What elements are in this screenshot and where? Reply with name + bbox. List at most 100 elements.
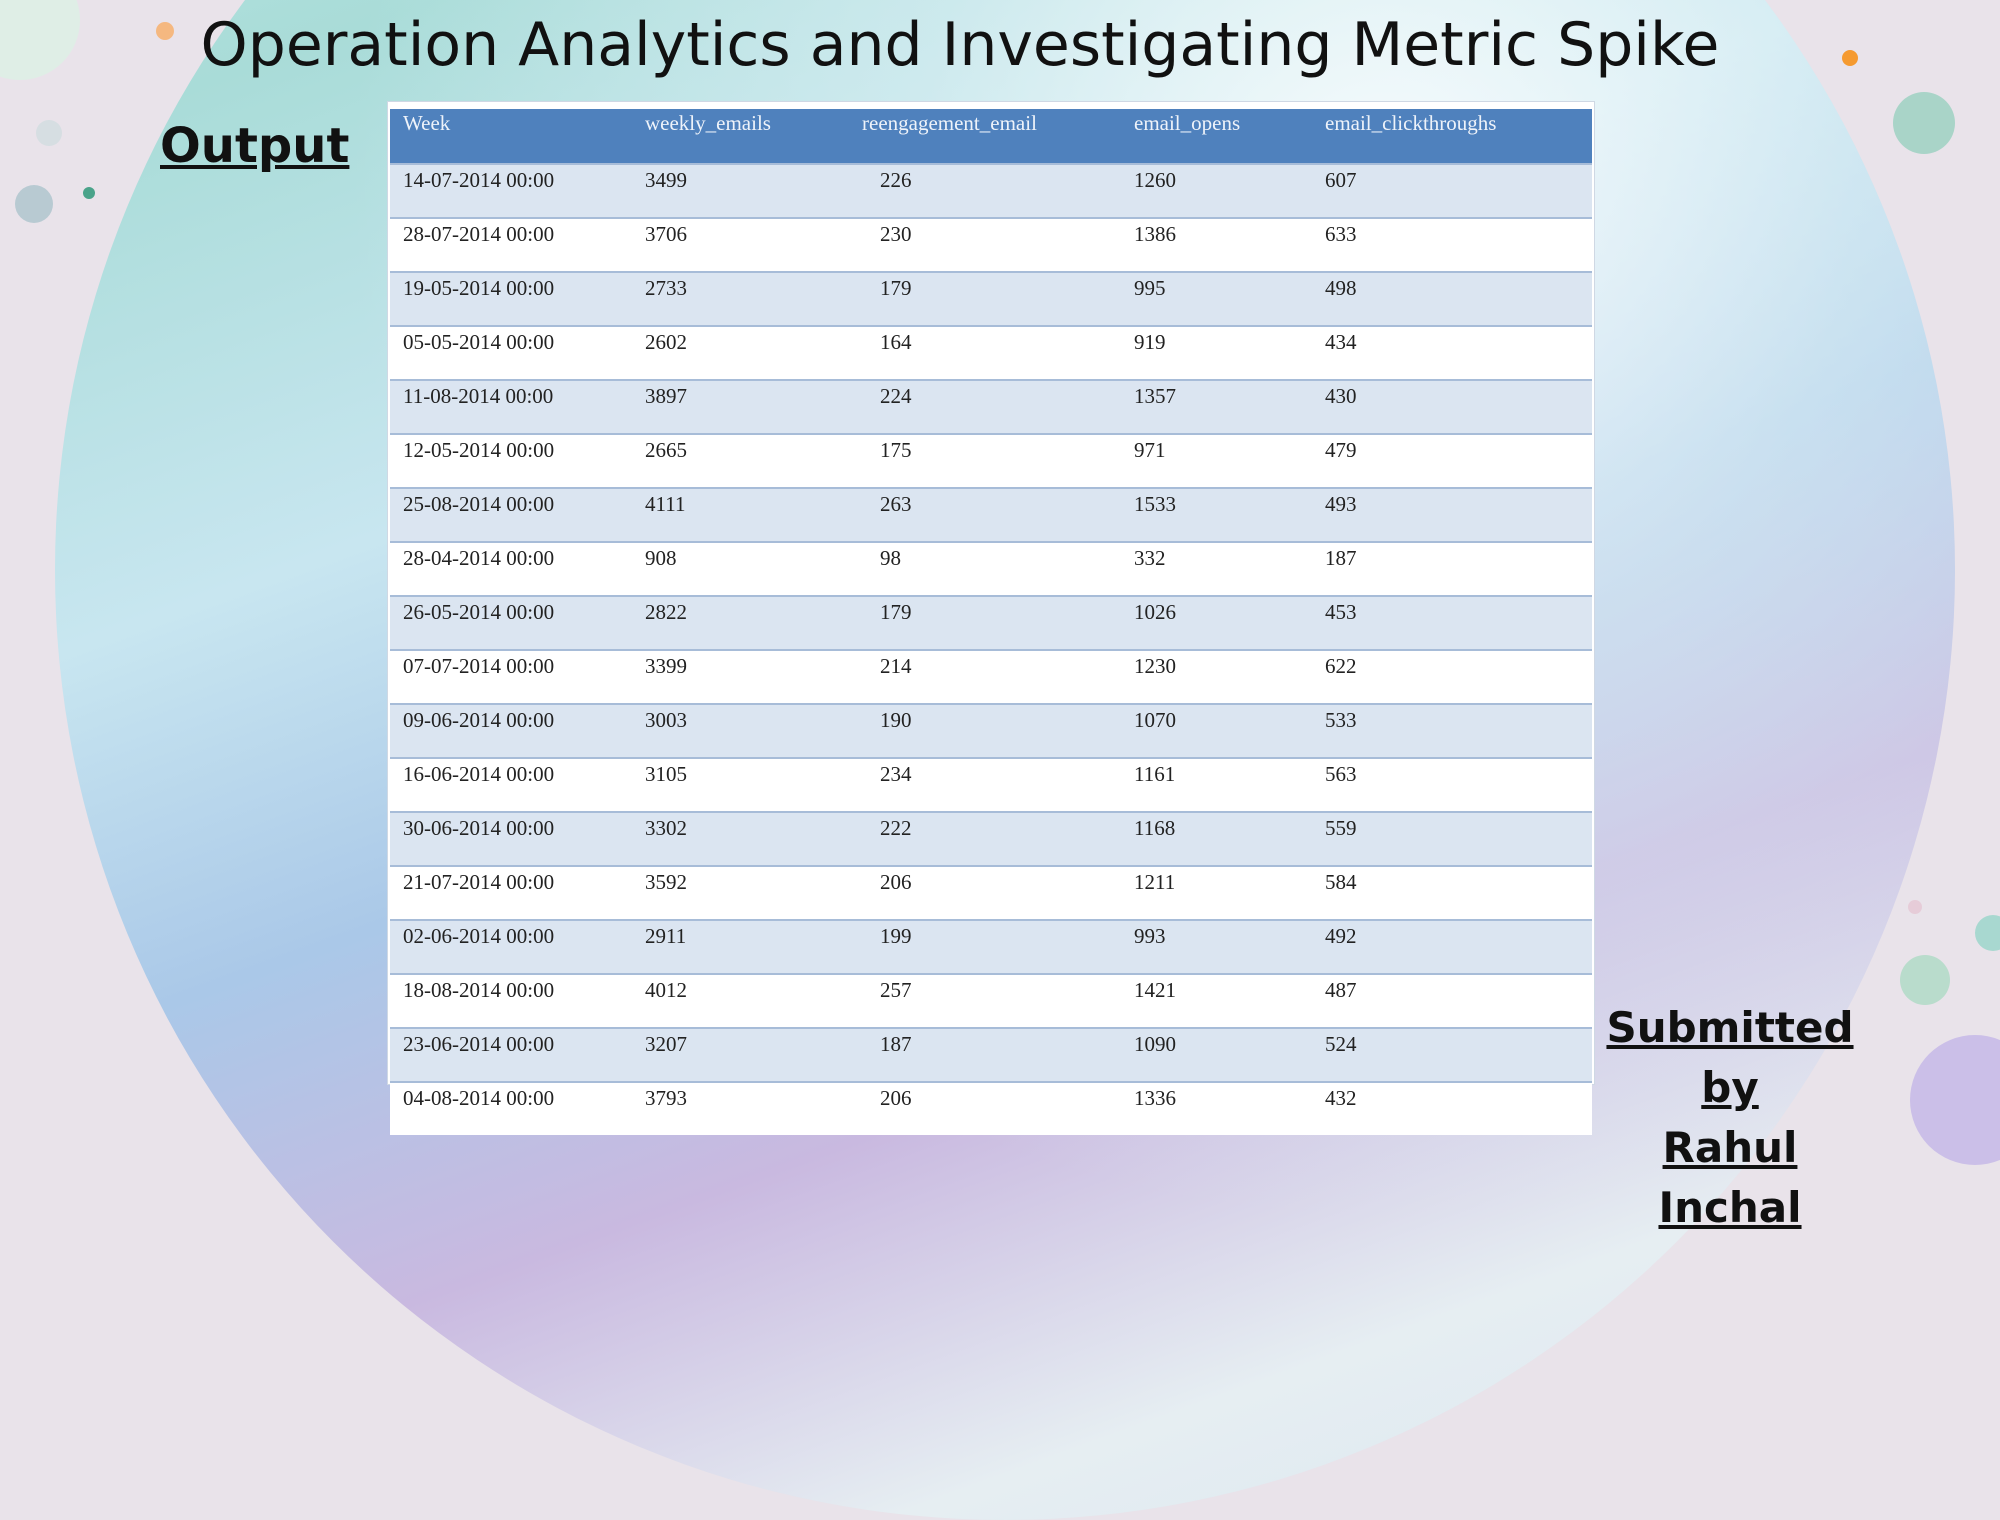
cell-week: 28-04-2014 00:00	[390, 541, 645, 596]
cell-week: 02-06-2014 00:00	[390, 919, 645, 974]
cell-email-clickthroughs: 633	[1325, 217, 1592, 272]
cell-week: 25-08-2014 00:00	[390, 487, 645, 542]
cell-week: 04-08-2014 00:00	[390, 1081, 645, 1135]
cell-week: 18-08-2014 00:00	[390, 973, 645, 1028]
cell-weekly-emails: 3897	[645, 379, 862, 434]
decorative-dot	[1908, 900, 1922, 914]
cell-email-opens: 1386	[1134, 217, 1325, 272]
cell-reengagement-email: 257	[862, 973, 1134, 1028]
table-row: 04-08-2014 00:00 3793 206 1336 432	[390, 1081, 1592, 1135]
cell-reengagement-email: 190	[862, 703, 1134, 758]
cell-email-clickthroughs: 493	[1325, 487, 1592, 542]
cell-email-clickthroughs: 524	[1325, 1027, 1592, 1082]
header-week: Week	[390, 109, 645, 164]
cell-week: 07-07-2014 00:00	[390, 649, 645, 704]
header-weekly-emails: weekly_emails	[645, 109, 862, 164]
email-metrics-table: Week weekly_emails reengagement_email em…	[390, 109, 1592, 1135]
table-row: 28-07-2014 00:00 3706 230 1386 633	[390, 217, 1592, 272]
cell-weekly-emails: 3793	[645, 1081, 862, 1135]
cell-reengagement-email: 179	[862, 271, 1134, 326]
table-row: 05-05-2014 00:00 2602 164 919 434	[390, 325, 1592, 380]
cell-weekly-emails: 3302	[645, 811, 862, 866]
cell-weekly-emails: 3706	[645, 217, 862, 272]
cell-email-clickthroughs: 622	[1325, 649, 1592, 704]
cell-reengagement-email: 98	[862, 541, 1134, 596]
table-row: 26-05-2014 00:00 2822 179 1026 453	[390, 595, 1592, 650]
cell-week: 21-07-2014 00:00	[390, 865, 645, 920]
cell-email-clickthroughs: 432	[1325, 1081, 1592, 1135]
cell-email-clickthroughs: 584	[1325, 865, 1592, 920]
cell-email-clickthroughs: 479	[1325, 433, 1592, 488]
cell-week: 23-06-2014 00:00	[390, 1027, 645, 1082]
table-row: 28-04-2014 00:00 908 98 332 187	[390, 541, 1592, 596]
cell-email-opens: 1168	[1134, 811, 1325, 866]
cell-week: 11-08-2014 00:00	[390, 379, 645, 434]
header-reengagement-email: reengagement_email	[862, 109, 1134, 164]
cell-weekly-emails: 3207	[645, 1027, 862, 1082]
cell-email-clickthroughs: 453	[1325, 595, 1592, 650]
cell-weekly-emails: 2733	[645, 271, 862, 326]
cell-email-clickthroughs: 430	[1325, 379, 1592, 434]
table-row: 21-07-2014 00:00 3592 206 1211 584	[390, 865, 1592, 920]
cell-weekly-emails: 2911	[645, 919, 862, 974]
decorative-dot	[83, 187, 95, 199]
cell-email-opens: 1421	[1134, 973, 1325, 1028]
slide-title: Operation Analytics and Investigating Me…	[200, 10, 1720, 80]
cell-weekly-emails: 2602	[645, 325, 862, 380]
cell-week: 05-05-2014 00:00	[390, 325, 645, 380]
cell-reengagement-email: 226	[862, 163, 1134, 218]
decorative-dot	[1900, 955, 1950, 1005]
cell-weekly-emails: 2665	[645, 433, 862, 488]
cell-email-clickthroughs: 607	[1325, 163, 1592, 218]
author-name: Rahul Inchal	[1658, 1123, 1802, 1232]
cell-reengagement-email: 175	[862, 433, 1134, 488]
decorative-dot	[1975, 915, 2000, 951]
cell-week: 19-05-2014 00:00	[390, 271, 645, 326]
cell-email-clickthroughs: 492	[1325, 919, 1592, 974]
cell-email-clickthroughs: 187	[1325, 541, 1592, 596]
table-header-row: Week weekly_emails reengagement_email em…	[390, 109, 1592, 164]
table-row: 14-07-2014 00:00 3499 226 1260 607	[390, 163, 1592, 218]
cell-reengagement-email: 214	[862, 649, 1134, 704]
table-row: 12-05-2014 00:00 2665 175 971 479	[390, 433, 1592, 488]
cell-email-clickthroughs: 434	[1325, 325, 1592, 380]
cell-weekly-emails: 4012	[645, 973, 862, 1028]
cell-weekly-emails: 2822	[645, 595, 862, 650]
cell-email-opens: 971	[1134, 433, 1325, 488]
cell-reengagement-email: 224	[862, 379, 1134, 434]
cell-week: 12-05-2014 00:00	[390, 433, 645, 488]
cell-email-clickthroughs: 487	[1325, 973, 1592, 1028]
table-row: 18-08-2014 00:00 4012 257 1421 487	[390, 973, 1592, 1028]
table-row: 23-06-2014 00:00 3207 187 1090 524	[390, 1027, 1592, 1082]
cell-email-opens: 1090	[1134, 1027, 1325, 1082]
table-row: 19-05-2014 00:00 2733 179 995 498	[390, 271, 1592, 326]
submitted-by-label: Submitted by	[1606, 1003, 1854, 1112]
cell-weekly-emails: 3105	[645, 757, 862, 812]
table-row: 11-08-2014 00:00 3897 224 1357 430	[390, 379, 1592, 434]
cell-week: 14-07-2014 00:00	[390, 163, 645, 218]
cell-email-opens: 1230	[1134, 649, 1325, 704]
cell-weekly-emails: 3592	[645, 865, 862, 920]
cell-reengagement-email: 206	[862, 1081, 1134, 1135]
cell-reengagement-email: 263	[862, 487, 1134, 542]
cell-weekly-emails: 3003	[645, 703, 862, 758]
cell-email-opens: 1336	[1134, 1081, 1325, 1135]
submitted-by: Submitted by Rahul Inchal	[1585, 998, 1875, 1238]
cell-weekly-emails: 908	[645, 541, 862, 596]
cell-email-opens: 995	[1134, 271, 1325, 326]
cell-reengagement-email: 206	[862, 865, 1134, 920]
cell-reengagement-email: 179	[862, 595, 1134, 650]
cell-reengagement-email: 222	[862, 811, 1134, 866]
cell-week: 30-06-2014 00:00	[390, 811, 645, 866]
cell-reengagement-email: 187	[862, 1027, 1134, 1082]
cell-email-opens: 1161	[1134, 757, 1325, 812]
decorative-dot	[36, 120, 62, 146]
cell-email-opens: 1070	[1134, 703, 1325, 758]
cell-week: 28-07-2014 00:00	[390, 217, 645, 272]
output-label: Output	[160, 118, 350, 174]
cell-reengagement-email: 230	[862, 217, 1134, 272]
cell-reengagement-email: 164	[862, 325, 1134, 380]
cell-email-opens: 1026	[1134, 595, 1325, 650]
cell-weekly-emails: 3499	[645, 163, 862, 218]
table-row: 02-06-2014 00:00 2911 199 993 492	[390, 919, 1592, 974]
